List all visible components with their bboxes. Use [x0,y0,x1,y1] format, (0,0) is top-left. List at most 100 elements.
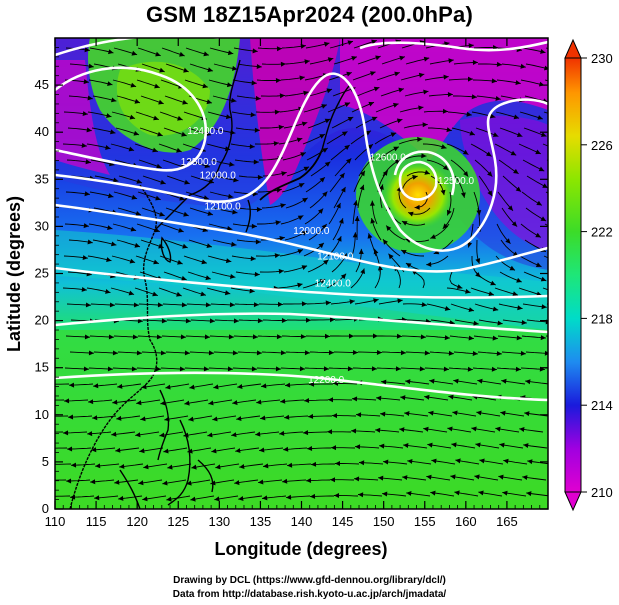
x-tick-label: 115 [86,514,107,529]
streamline-arrow [204,334,210,340]
streamline-arrow [469,130,475,136]
colorbar-tick-label: 218 [591,311,613,326]
streamline-arrow [91,447,97,453]
streamline-arrow [276,334,282,340]
streamline-arrow [184,350,190,356]
streamline-arrow [340,187,346,193]
streamline-arrow [181,275,187,281]
streamline-arrow [40,398,45,403]
streamline-arrow [81,287,87,292]
colorbar-tick-label: 214 [591,398,613,413]
streamline-arrow [83,223,89,229]
streamline-arrow [520,63,526,69]
streamline-arrow [239,464,245,469]
streamline-arrow [208,350,214,356]
streamline-arrow [510,150,517,156]
streamline-arrow [393,146,399,152]
streamline-arrow [95,463,101,469]
streamline-arrow [128,290,135,296]
streamline-arrow [45,382,50,387]
streamline-arrow [386,225,392,231]
streamline-arrow [318,208,324,214]
streamline-arrow [163,448,169,454]
streamline-arrow [401,250,407,255]
streamline-arrow [209,318,215,324]
streamline-arrow [182,99,188,105]
streamline-arrow [238,496,244,501]
streamline-arrow [396,118,403,124]
streamline-arrow [279,93,285,99]
colorbar-tick-label: 222 [591,225,613,240]
streamline-arrow [228,334,234,340]
streamline-arrow [190,496,196,502]
streamline-arrow [491,366,497,372]
streamline-arrow [160,179,166,185]
streamline-arrow [204,163,210,169]
contour-label: 12000.0 [200,170,237,181]
streamline-arrow [108,193,114,199]
streamline-arrow [132,334,138,340]
streamline-arrow [540,49,546,54]
streamline-arrow [183,211,189,217]
streamline-arrow [323,259,329,265]
streamline-arrow [92,415,98,421]
streamline-arrow [225,114,232,120]
streamline-arrow [346,158,352,164]
streamline-arrow [418,72,425,78]
streamline-arrow [399,55,405,61]
streamline-arrow [507,205,513,211]
streamline-arrow [338,218,344,224]
streamline-arrow [251,366,257,372]
streamline-arrow [420,334,426,340]
streamline-arrow [207,211,213,216]
streamline-arrow [462,149,469,155]
streamline-arrow [107,366,113,372]
contour-label: 12400.0 [315,279,352,290]
streamline-arrow [257,318,263,324]
streamline-arrow [310,493,316,499]
map-title: GSM 18Z15Apr2024 (200.0hPa) [146,2,473,27]
streamline-arrow [275,78,281,83]
streamline-arrow [352,396,358,402]
streamline-arrow [306,478,312,483]
streamline-arrow [177,259,183,265]
streamline-arrow [324,118,331,124]
colorbar-tick-label: 226 [591,138,613,153]
contour-label: 12200.0 [308,375,345,386]
streamline-arrow [297,215,304,221]
streamline-arrow [524,411,530,417]
streamline-arrow [393,102,399,108]
streamline-arrow [378,475,384,481]
streamline-arrow [256,350,262,356]
streamline-arrow [211,448,217,454]
streamline-arrow [421,153,427,159]
streamline-arrow [455,458,461,464]
streamline-arrow [252,48,258,54]
streamline-arrow [535,149,541,155]
streamline-arrow [299,366,305,372]
contour-label: 12100.0 [205,201,242,212]
y-tick-label: 25 [35,266,49,281]
streamline-arrow [249,144,255,149]
streamline-arrow [179,51,185,57]
streamline-arrow [402,475,408,480]
streamline-arrow [447,209,452,216]
streamline-arrow [229,161,235,167]
streamline-arrow [46,494,51,499]
streamline-arrow [535,262,542,267]
streamline-arrow [186,480,192,486]
streamline-arrow [111,431,117,437]
y-tick-label: 20 [35,313,49,328]
streamline-arrow [256,64,262,69]
streamline-arrow [110,129,116,135]
streamline-arrow [388,253,394,260]
contour-label: 12000.0 [293,226,330,237]
streamline-arrow [383,459,389,465]
streamline-arrow [301,121,308,127]
streamline-arrow [430,490,436,496]
streamline-arrow [227,50,234,56]
streamline-arrow [544,350,548,356]
streamline-arrow [200,291,206,297]
streamline-arrow [373,298,379,304]
x-tick-label: 130 [208,514,230,529]
